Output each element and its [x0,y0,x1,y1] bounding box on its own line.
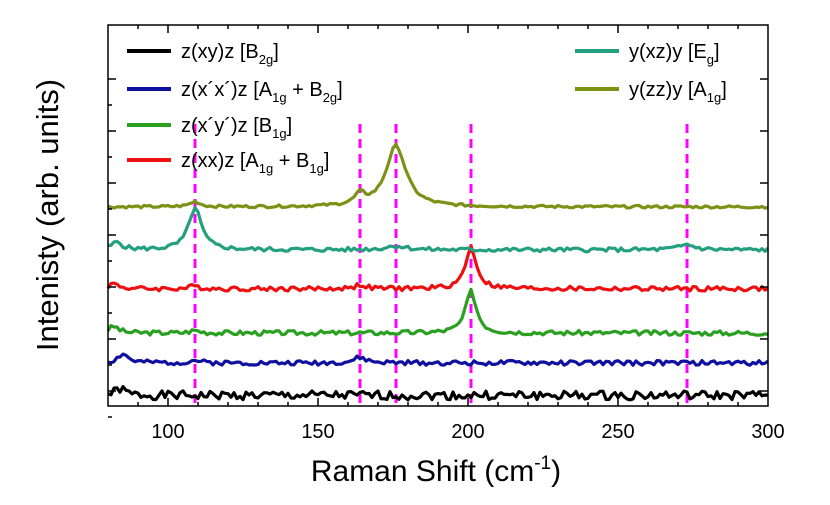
legend: z(xy)z [B2g] z(x´x´)z [A1g + B2g] z(x´y´)z… [127,41,727,176]
x-tick-label-200: 200 [451,421,484,443]
series-line-4 [106,244,769,293]
legend-entry-1: z(xy)z [B2g] [127,41,279,67]
x-axis-label-tail: ) [551,455,561,488]
x-axis-label: Raman Shift (cm-1) [311,453,561,488]
legend-entry-5: y(xz)y [Eg] [575,41,720,67]
series-line-3 [106,287,769,337]
reference-lines [193,124,689,406]
series-line-2 [107,352,769,367]
series-line-1 [107,385,769,402]
legend-label-3: z(x´y´)z [B1g] [181,115,292,141]
legend-entry-3: z(x´y´)z [B1g] [127,115,292,141]
legend-entry-2: z(x´x´)z [A1g + B2g] [127,79,343,105]
x-tick-label-300: 300 [751,421,784,443]
legend-label-6: y(zz)y [A1g] [629,79,727,105]
legend-label-5: y(xz)y [Eg] [629,41,720,67]
x-tick-label-150: 150 [301,421,334,443]
legend-entry-6: y(zz)y [A1g] [575,79,727,105]
legend-entry-4: z(xx)z [A1g + B1g] [127,150,329,176]
axis-ticks: 100 150 200 250 300 [108,25,785,443]
x-tick-label-250: 250 [601,421,634,443]
series-line-5 [108,206,770,254]
y-axis-label: Intenisty (arb. units) [30,79,65,351]
x-tick-label-100: 100 [151,421,184,443]
legend-label-4: z(xx)z [A1g + B1g] [181,150,329,176]
series-line-6 [107,142,769,210]
legend-label-1: z(xy)z [B2g] [181,41,279,67]
series-layer [106,142,770,402]
legend-label-2: z(x´x´)z [A1g + B2g] [181,79,343,105]
x-axis-label-main: Raman Shift (cm [311,455,534,488]
x-axis-label-sup: -1 [534,453,551,474]
